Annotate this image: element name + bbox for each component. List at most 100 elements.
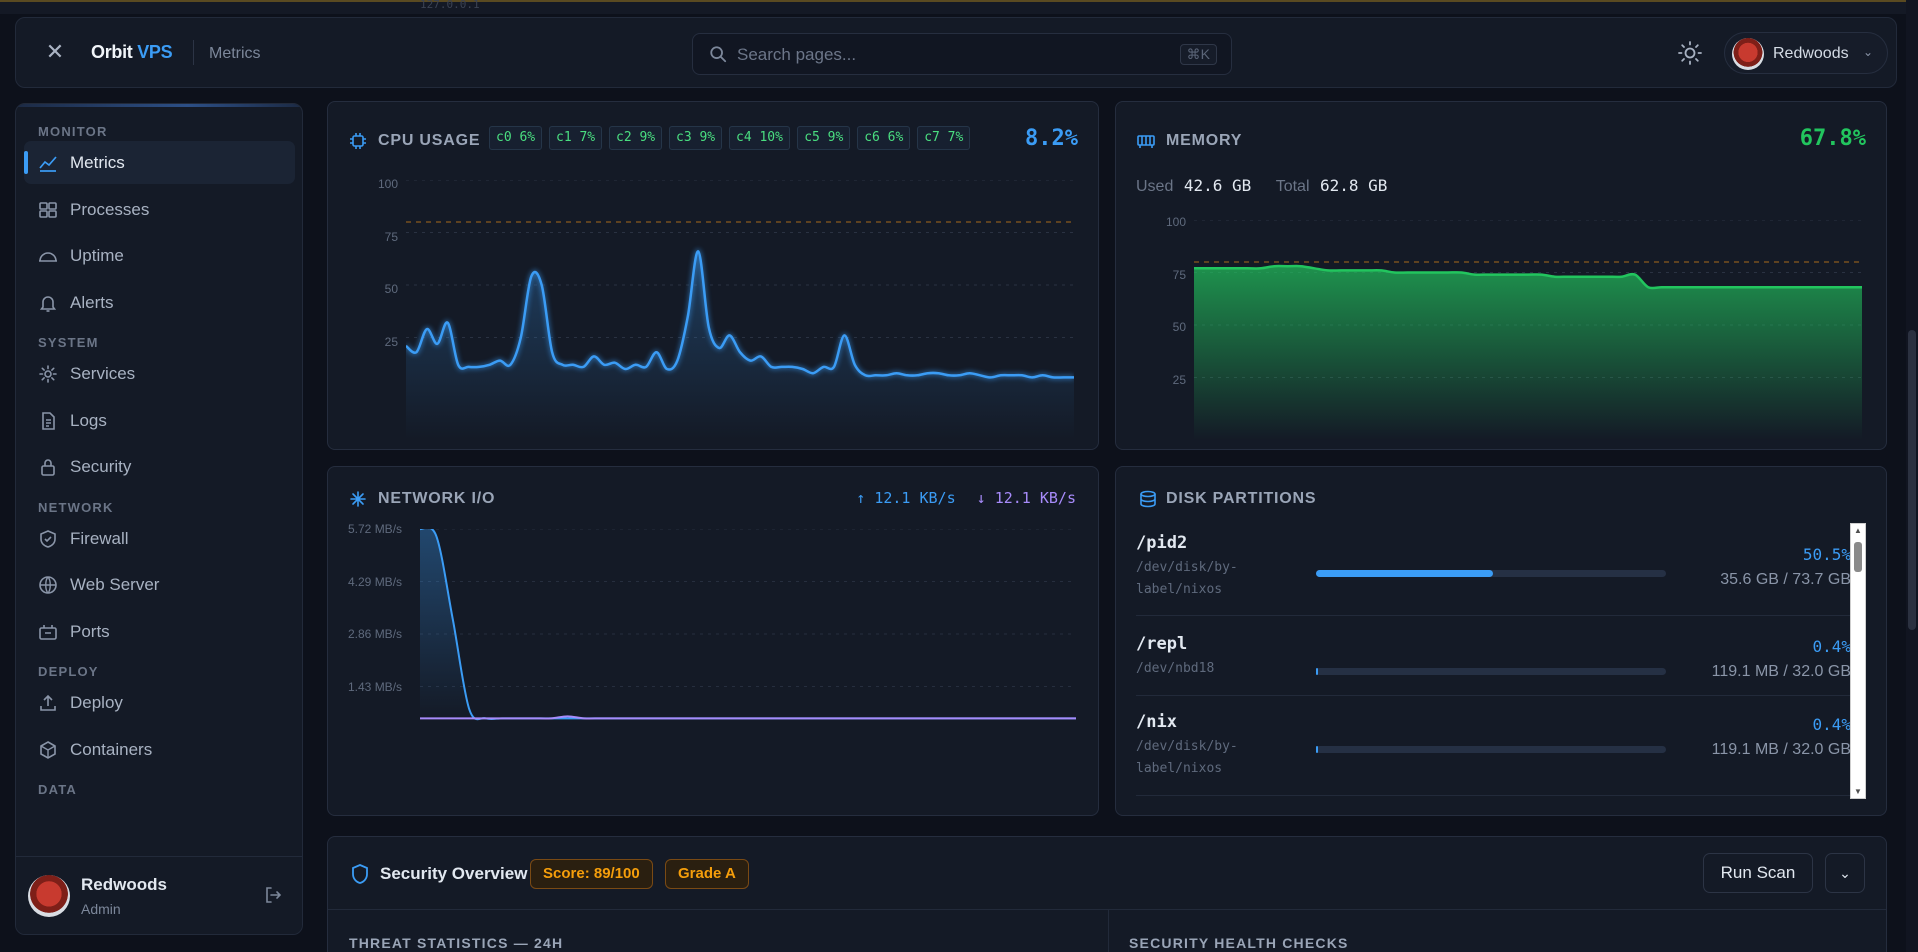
sidebar-item-uptime[interactable]: Uptime — [24, 234, 295, 277]
partition-divider — [1136, 695, 1851, 696]
page-scrollbar-thumb[interactable] — [1908, 330, 1916, 630]
grid-icon — [39, 201, 57, 218]
memory-card: MEMORY 67.8% Used 42.6 GB Total 62.8 GB … — [1115, 101, 1887, 450]
disk-list-scroll-thumb[interactable] — [1854, 542, 1862, 572]
upload-series-line — [420, 529, 1076, 721]
sidebar-item-label: Ports — [70, 621, 110, 641]
scroll-up-arrow[interactable]: ▲ — [1854, 526, 1862, 535]
bell-icon — [39, 295, 57, 312]
cpu-chart — [406, 180, 1074, 440]
cpu-core-badge: c7 7% — [917, 126, 971, 150]
disk-partition-row[interactable]: /pid2/dev/disk/by-label/nixos 50.5% 35.6 G… — [1136, 533, 1851, 603]
shield-icon — [40, 529, 56, 548]
sun-icon[interactable] — [1675, 38, 1705, 68]
sidebar-item-ports[interactable]: Ports — [24, 610, 295, 653]
memory-used-value: 42.6 GB — [1183, 176, 1252, 195]
y-tick-label: 100 — [1165, 215, 1186, 229]
chart-line-icon — [39, 156, 57, 172]
sidebar-item-processes[interactable]: Processes — [24, 188, 295, 231]
partition-device-cont: label/nixos — [1136, 761, 1223, 776]
sidebar-item-logs[interactable]: Logs — [24, 399, 295, 442]
sidebar-item-firewall[interactable]: Firewall — [24, 517, 295, 560]
sidebar-item-services[interactable]: Services — [24, 352, 295, 395]
page-scrollbar[interactable] — [1906, 0, 1918, 952]
sidebar-item-web-server[interactable]: Web Server — [24, 563, 295, 606]
memory-total-label: Total — [1275, 178, 1310, 195]
partition-usage-bar — [1316, 746, 1666, 753]
y-tick-label: 2.86 MB/s — [348, 627, 403, 641]
breadcrumb: Metrics — [209, 45, 261, 62]
logout-icon[interactable] — [263, 885, 283, 905]
sidebar-footer: Redwoods Admin — [16, 856, 302, 934]
disk-partition-row[interactable]: /repl/dev/nbd18 0.4% 119.1 MB / 32.0 GB — [1136, 634, 1851, 704]
box-icon — [40, 740, 56, 759]
upload-area — [420, 529, 1076, 720]
nav-section-system: SYSTEM — [38, 335, 99, 350]
partition-mount: /pid2 — [1136, 533, 1188, 553]
sidebar-item-alerts[interactable]: Alerts — [24, 281, 295, 324]
sidebar-item-label: Security — [70, 457, 132, 476]
y-tick-label: 1.43 MB/s — [348, 679, 403, 694]
user-name: Redwoods — [1773, 45, 1849, 62]
sidebar-item-label: Web Server — [70, 575, 160, 594]
cpu-core-badge: c1 7% — [549, 126, 603, 150]
network-icon — [350, 491, 366, 507]
cpu-core-badge: c4 10% — [729, 126, 790, 150]
memory-title: MEMORY — [1166, 132, 1243, 149]
brand-logo[interactable]: Orbit VPS — [91, 42, 173, 63]
nav-section-network: NETWORK — [38, 499, 114, 515]
sidebar-item-deploy[interactable]: Deploy — [24, 681, 295, 724]
partition-divider — [1136, 615, 1851, 616]
search-box[interactable]: ⌘K — [692, 33, 1232, 75]
scroll-down-arrow[interactable]: ▼ — [1854, 787, 1862, 796]
disk-list-scrollbar[interactable]: ▲ ▼ — [1850, 523, 1866, 799]
plug-icon — [39, 624, 57, 640]
security-options-button[interactable]: ⌄ — [1825, 853, 1865, 893]
y-tick-label: 50 — [1172, 320, 1186, 334]
cpu-icon — [350, 133, 366, 149]
partition-size: 119.1 MB / 32.0 GB — [1711, 663, 1851, 680]
disk-partition-row[interactable]: /nix/dev/disk/by-label/nixos 0.4% 119.1 MB… — [1136, 712, 1851, 782]
series-line — [406, 250, 1074, 379]
download-series-line — [420, 715, 1076, 720]
nav-section-data: DATA — [38, 782, 77, 797]
y-tick-label: 5.72 MB/s — [348, 522, 403, 536]
partition-device: /dev/disk/by- — [1136, 560, 1238, 575]
close-icon[interactable]: ✕ — [45, 39, 65, 64]
sidebar-item-label: Deploy — [70, 693, 123, 712]
partition-usage-fill — [1316, 570, 1493, 577]
cpu-core-badge: c2 9% — [609, 126, 663, 150]
memory-icon — [1137, 135, 1155, 148]
nav-section-deploy: DEPLOY — [38, 664, 99, 679]
active-indicator — [24, 151, 28, 174]
partition-usage-fill — [1316, 668, 1318, 675]
sidebar-item-label: Services — [70, 364, 136, 383]
user-menu-button[interactable]: Redwoods ⌄ — [1724, 32, 1888, 74]
sidebar-item-metrics[interactable]: Metrics — [24, 141, 295, 184]
memory-stats: Used 42.6 GB Total 62.8 GB — [1136, 176, 1387, 196]
lock-icon — [41, 459, 55, 476]
run-scan-button[interactable]: Run Scan — [1703, 853, 1813, 893]
sidebar-accent-line — [16, 104, 302, 107]
series-area — [406, 251, 1074, 440]
network-rates: ↑ 12.1 KB/s ↓ 12.1 KB/s — [856, 489, 1076, 507]
partition-size: 35.6 GB / 73.7 GB — [1720, 571, 1851, 588]
file-icon — [42, 411, 55, 430]
sidebar-item-security[interactable]: Security — [24, 445, 295, 488]
cpu-core-badge: c3 9% — [669, 126, 723, 150]
sidebar-item-label: Containers — [70, 739, 153, 759]
search-input[interactable] — [737, 42, 1137, 68]
security-divider — [328, 909, 1886, 910]
network-upload-rate: ↑ 12.1 KB/s — [856, 489, 956, 507]
search-icon — [710, 46, 727, 63]
cpu-usage-card: CPU USAGE c0 6% c1 7% c2 9% c3 9% c4 10% c5 9… — [327, 101, 1099, 450]
cpu-core-badge: c6 6% — [857, 126, 911, 150]
partition-percent: 0.4% — [1812, 637, 1851, 656]
partition-device: /dev/disk/by- — [1136, 739, 1238, 754]
nav-section-monitor: MONITOR — [38, 124, 108, 139]
partition-usage-bar — [1316, 570, 1666, 577]
sidebar-item-containers[interactable]: Containers — [24, 728, 295, 771]
partition-mount: /repl — [1136, 634, 1188, 654]
globe-icon — [39, 576, 57, 594]
partition-percent: 0.4% — [1812, 715, 1851, 734]
